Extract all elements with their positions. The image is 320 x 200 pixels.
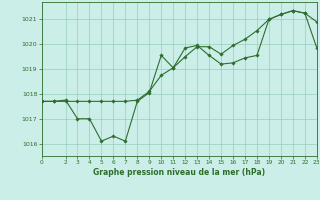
- X-axis label: Graphe pression niveau de la mer (hPa): Graphe pression niveau de la mer (hPa): [93, 168, 265, 177]
